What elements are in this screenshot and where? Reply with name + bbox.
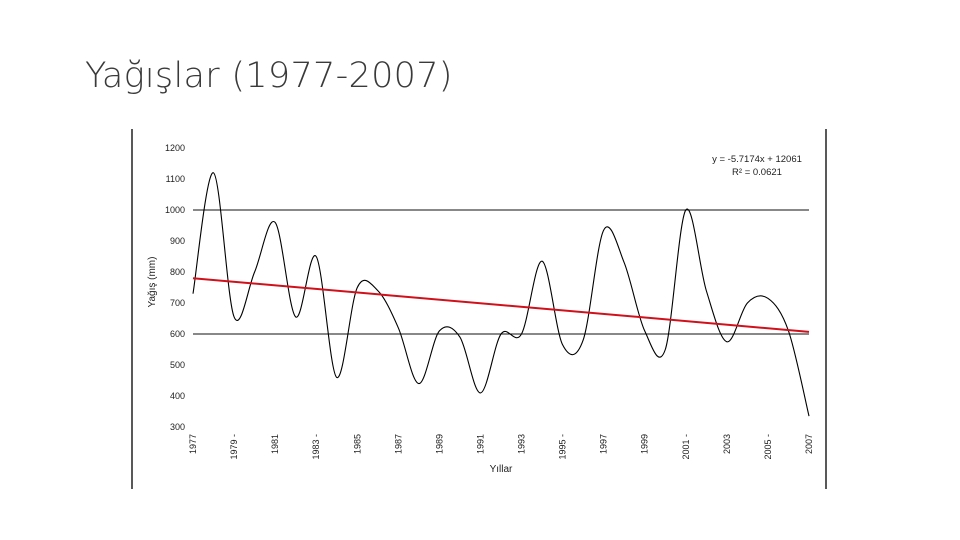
precipitation-line (192, 172, 810, 417)
x-tick-label-1979: 1979 - (229, 434, 239, 460)
x-tick-label-1977: 1977 (188, 434, 198, 454)
precipitation-chart: 300 400 500 600 700 800 900 1000 1100 1200 1977 19… (131, 129, 827, 489)
x-tick-label-2007: 2007 (804, 434, 814, 454)
y-tick-label-700: 700 (170, 298, 185, 308)
x-tick-label-2001: 2001 - (681, 434, 691, 460)
x-tick-label-1991: 1991 (475, 434, 485, 454)
y-tick-label-1100: 1100 (166, 174, 185, 184)
x-tick-label-1981: 1981 (270, 434, 280, 454)
x-tick-label-1987: 1987 (393, 434, 403, 454)
trend-equation: y = -5.7174x + 12061 (712, 154, 802, 165)
trend-line (192, 277, 810, 333)
y-tick-label-1200: 1200 (165, 143, 185, 153)
y-tick-label-500: 500 (170, 360, 185, 370)
y-tick-label-300: 300 (170, 422, 185, 432)
x-tick-label-2005: 2005 - (763, 434, 773, 460)
x-tick-labels: 1977 1979 - 1981 1983 - 1985 1987 1989 1991 1993… (188, 434, 814, 460)
series-layer (192, 172, 810, 417)
x-tick-label-1993: 1993 (517, 434, 527, 454)
x-tick-label-1995: 1995 - (558, 434, 568, 460)
y-tick-label-600: 600 (170, 329, 185, 339)
x-tick-label-1989: 1989 (434, 434, 444, 454)
y-tick-label-400: 400 (170, 391, 185, 401)
x-tick-label-1983: 1983 - (311, 434, 321, 460)
x-axis-label: Yıllar (490, 464, 513, 475)
x-tick-label-2003: 2003 (722, 434, 732, 454)
y-axis-label: Yağış (mm) (147, 257, 158, 308)
y-tick-label-900: 900 (170, 236, 185, 246)
trend-r-squared: R² = 0.0621 (732, 167, 782, 178)
x-tick-label-1997: 1997 (599, 434, 609, 454)
y-tick-label-800: 800 (170, 267, 185, 277)
y-tick-labels: 300 400 500 600 700 800 900 1000 1100 1200 (165, 143, 185, 432)
slide-title: Yağışlar (1977-2007) (85, 56, 453, 96)
y-tick-label-1000: 1000 (165, 205, 185, 215)
x-tick-label-1985: 1985 (352, 434, 362, 454)
x-tick-label-1999: 1999 (640, 434, 650, 454)
